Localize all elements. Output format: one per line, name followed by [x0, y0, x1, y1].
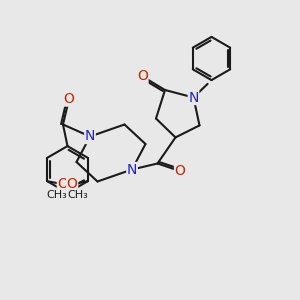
Text: CH₃: CH₃ — [68, 190, 88, 200]
Text: O: O — [67, 177, 78, 191]
Text: CH₃: CH₃ — [47, 190, 68, 200]
Text: O: O — [175, 164, 185, 178]
Text: N: N — [188, 91, 199, 104]
Text: O: O — [57, 177, 68, 191]
Text: O: O — [64, 92, 74, 106]
Text: O: O — [137, 70, 148, 83]
Text: N: N — [85, 130, 95, 143]
Text: N: N — [127, 163, 137, 176]
